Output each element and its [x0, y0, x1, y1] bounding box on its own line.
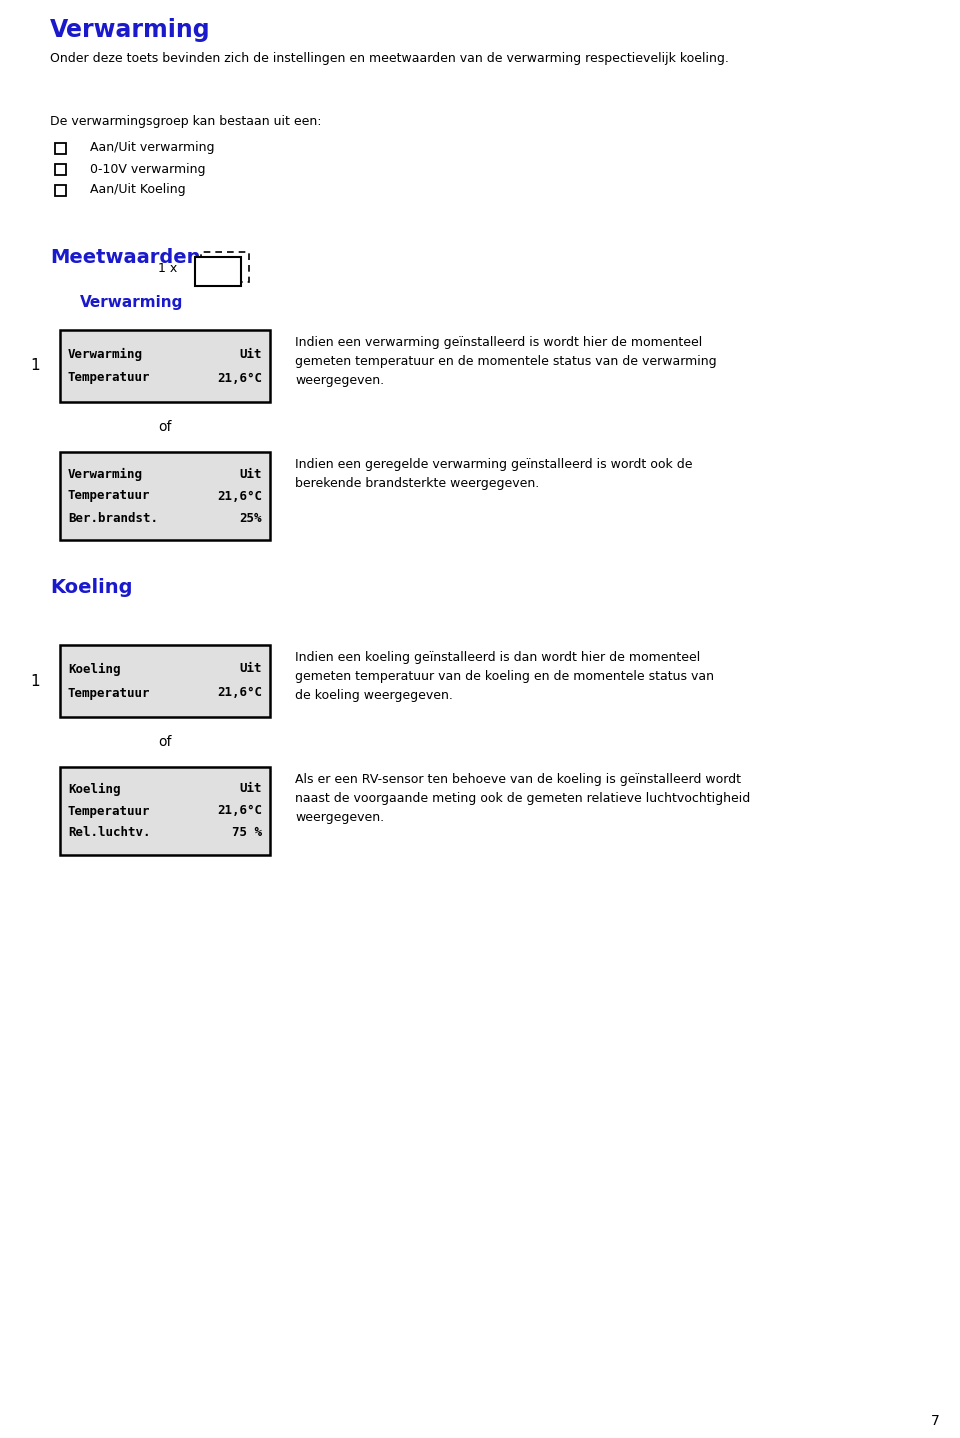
Text: Indien een verwarming geïnstalleerd is wordt hier de momenteel
gemeten temperatu: Indien een verwarming geïnstalleerd is w… [295, 336, 716, 387]
Text: Rel.luchtv.: Rel.luchtv. [68, 827, 151, 840]
Text: of: of [158, 735, 172, 749]
Text: 1: 1 [30, 358, 39, 374]
Text: 21,6°C: 21,6°C [217, 804, 262, 817]
Text: De verwarmingsgroep kan bestaan uit een:: De verwarmingsgroep kan bestaan uit een: [50, 115, 322, 128]
Text: Uit: Uit [239, 467, 262, 480]
Text: Temperatuur: Temperatuur [68, 686, 151, 699]
Text: Uit: Uit [239, 782, 262, 795]
Bar [55, 164, 66, 175]
Text: Verwarming: Verwarming [50, 19, 210, 42]
Text: Indien een geregelde verwarming geïnstalleerd is wordt ook de
berekende brandste: Indien een geregelde verwarming geïnstal… [295, 457, 692, 490]
Bar [60, 646, 270, 718]
Bar [55, 142, 66, 154]
Text: Temperatuur: Temperatuur [68, 804, 151, 817]
Text: 75 %: 75 % [232, 827, 262, 840]
Text: Verwarming: Verwarming [68, 467, 143, 480]
Text: Meetwaarden: Meetwaarden [50, 247, 201, 267]
Text: 1 x: 1 x [157, 262, 177, 275]
Text: Koeling: Koeling [68, 782, 121, 795]
Text: 1: 1 [30, 673, 39, 689]
Text: Ber.brandst.: Ber.brandst. [68, 512, 158, 525]
Text: 21,6°C: 21,6°C [217, 371, 262, 384]
Text: of: of [158, 420, 172, 434]
Text: 7: 7 [931, 1414, 940, 1428]
Bar [60, 452, 270, 541]
Text: Verwarming: Verwarming [80, 295, 183, 311]
Text: Uit: Uit [239, 348, 262, 361]
Bar [201, 252, 249, 282]
Text: Aan/Uit Koeling: Aan/Uit Koeling [90, 184, 185, 197]
Text: Koeling: Koeling [50, 578, 132, 597]
Text: Onder deze toets bevinden zich de instellingen en meetwaarden van de verwarming : Onder deze toets bevinden zich de instel… [50, 52, 729, 65]
Bar [60, 329, 270, 403]
Text: 0-10V verwarming: 0-10V verwarming [90, 162, 205, 175]
Text: Koeling: Koeling [68, 663, 121, 676]
Text: Verwarming: Verwarming [68, 348, 143, 361]
Text: Als er een RV-sensor ten behoeve van de koeling is geïnstalleerd wordt
naast de : Als er een RV-sensor ten behoeve van de … [295, 774, 751, 824]
Text: Indien een koeling geïnstalleerd is dan wordt hier de momenteel
gemeten temperat: Indien een koeling geïnstalleerd is dan … [295, 651, 714, 702]
Bar [55, 186, 66, 196]
Text: 21,6°C: 21,6°C [217, 686, 262, 699]
Text: Temperatuur: Temperatuur [68, 371, 151, 384]
Text: Uit: Uit [239, 663, 262, 676]
Text: 25%: 25% [239, 512, 262, 525]
Bar [195, 257, 241, 286]
Bar [60, 766, 270, 856]
Text: 21,6°C: 21,6°C [217, 489, 262, 502]
Text: Temperatuur: Temperatuur [68, 489, 151, 502]
Text: Aan/Uit verwarming: Aan/Uit verwarming [90, 141, 214, 154]
